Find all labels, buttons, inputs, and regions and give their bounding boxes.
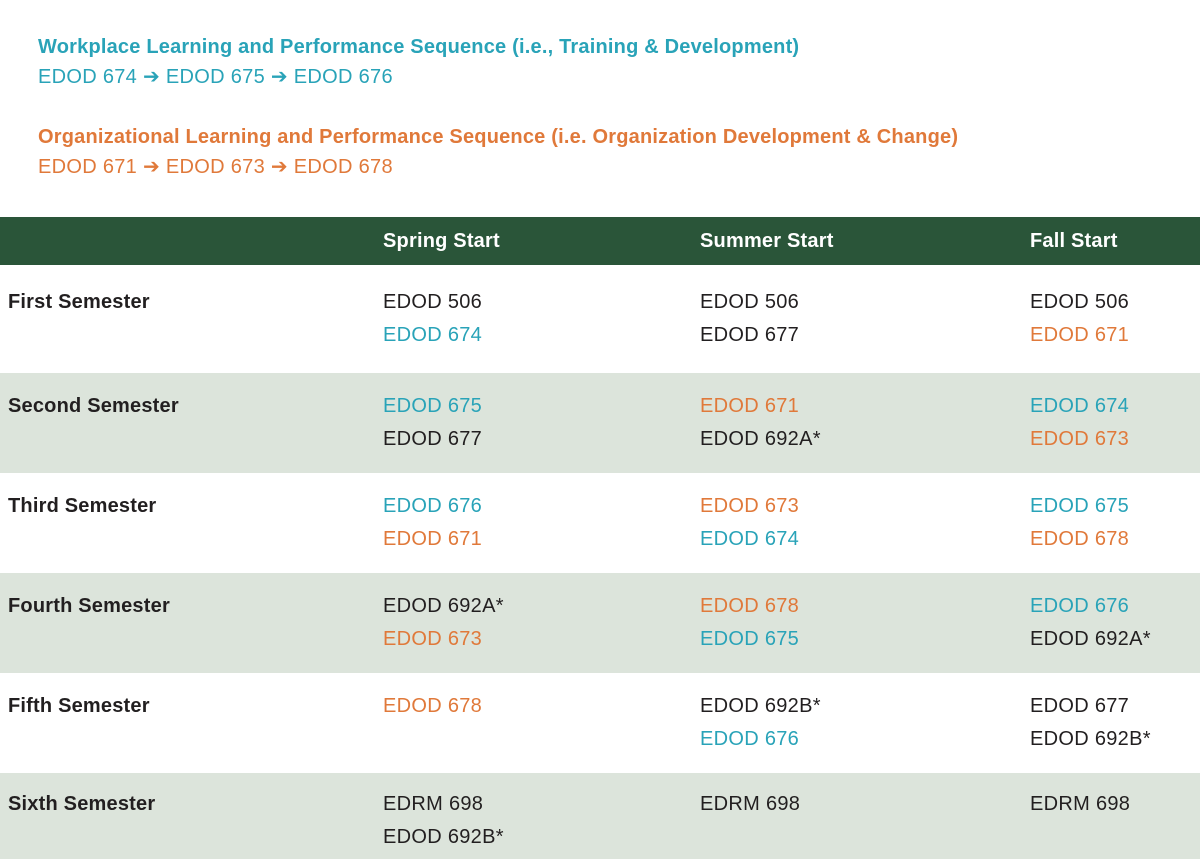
course-code: EDOD 671: [383, 528, 483, 550]
course-code: EDRM 698: [1030, 793, 1131, 815]
spring-cell: EDOD 506 EDOD 674: [383, 286, 700, 356]
column-header-fall-start: Fall Start: [1030, 229, 1118, 252]
course-code: EDOD 677: [383, 428, 483, 450]
fall-cell: EDOD 677 EDOD 692B*: [1030, 690, 1200, 756]
course-code: EDOD 673: [700, 495, 800, 517]
workplace-sequence: Workplace Learning and Performance Seque…: [38, 32, 1180, 92]
sequence-legend: Workplace Learning and Performance Seque…: [0, 0, 1200, 182]
course-code: EDOD 675: [700, 628, 800, 650]
organizational-sequence-courses: EDOD 671 ➔ EDOD 673 ➔ EDOD 678: [38, 156, 393, 178]
semester-label: Fifth Semester: [8, 695, 150, 717]
course-code: EDOD 678: [383, 695, 483, 717]
semester-label: Second Semester: [8, 395, 179, 417]
table-row-second-semester: Second Semester EDOD 675 EDOD 677 EDOD 6…: [0, 373, 1200, 473]
course-code: EDOD 673: [383, 628, 483, 650]
spring-cell: EDOD 676 EDOD 671: [383, 490, 700, 556]
course-code: EDOD 671: [700, 395, 800, 417]
fall-cell: EDRM 698: [1030, 788, 1200, 854]
table-row-fifth-semester: Fifth Semester EDOD 678 EDOD 692B* EDOD …: [0, 673, 1200, 773]
workplace-sequence-title: Workplace Learning and Performance Seque…: [38, 36, 800, 58]
summer-cell: EDOD 673 EDOD 674: [700, 490, 1030, 556]
course-code: EDOD 674: [1030, 395, 1130, 417]
workplace-sequence-courses: EDOD 674 ➔ EDOD 675 ➔ EDOD 676: [38, 66, 393, 88]
course-code: EDOD 506: [383, 291, 483, 313]
summer-cell: EDOD 692B* EDOD 676: [700, 690, 1030, 756]
course-code: EDOD 677: [700, 324, 800, 346]
organizational-sequence: Organizational Learning and Performance …: [38, 122, 1180, 182]
summer-cell: EDOD 678 EDOD 675: [700, 590, 1030, 656]
course-code: EDOD 676: [383, 495, 483, 517]
semester-label: First Semester: [8, 291, 150, 313]
spring-cell: EDOD 675 EDOD 677: [383, 390, 700, 456]
course-code: EDRM 698: [700, 793, 801, 815]
table-header-row: Spring Start Summer Start Fall Start: [0, 217, 1200, 265]
course-code: EDOD 678: [1030, 528, 1130, 550]
course-code: EDOD 692A*: [383, 595, 504, 617]
course-code: EDOD 506: [700, 291, 800, 313]
table-row-first-semester: First Semester EDOD 506 EDOD 674 EDOD 50…: [0, 265, 1200, 373]
spring-cell: EDOD 678: [383, 690, 700, 756]
fall-cell: EDOD 506 EDOD 671: [1030, 286, 1200, 356]
summer-cell: EDRM 698: [700, 788, 1030, 854]
course-code: EDOD 675: [383, 395, 483, 417]
column-header-summer-start: Summer Start: [700, 229, 834, 252]
semester-label: Third Semester: [8, 495, 157, 517]
course-code: EDRM 698: [383, 793, 484, 815]
semester-label: Sixth Semester: [8, 793, 156, 815]
course-code: EDOD 677: [1030, 695, 1130, 717]
course-code: EDOD 676: [1030, 595, 1130, 617]
course-code: EDOD 692B*: [383, 826, 504, 848]
semester-label: Fourth Semester: [8, 595, 170, 617]
table-row-fourth-semester: Fourth Semester EDOD 692A* EDOD 673 EDOD…: [0, 573, 1200, 673]
course-code: EDOD 678: [700, 595, 800, 617]
course-code: EDOD 671: [1030, 324, 1130, 346]
course-code: EDOD 676: [700, 728, 800, 750]
course-code: EDOD 692B*: [700, 695, 821, 717]
spring-cell: EDRM 698 EDOD 692B*: [383, 788, 700, 854]
spring-cell: EDOD 692A* EDOD 673: [383, 590, 700, 656]
course-code: EDOD 674: [383, 324, 483, 346]
semester-schedule-table: Spring Start Summer Start Fall Start Fir…: [0, 217, 1200, 859]
table-row-sixth-semester: Sixth Semester EDRM 698 EDOD 692B* EDRM …: [0, 773, 1200, 859]
fall-cell: EDOD 674 EDOD 673: [1030, 390, 1200, 456]
column-header-spring-start: Spring Start: [383, 229, 500, 252]
course-code: EDOD 506: [1030, 291, 1130, 313]
organizational-sequence-title: Organizational Learning and Performance …: [38, 126, 959, 148]
course-code: EDOD 674: [700, 528, 800, 550]
table-row-third-semester: Third Semester EDOD 676 EDOD 671 EDOD 67…: [0, 473, 1200, 573]
course-code: EDOD 692B*: [1030, 728, 1151, 750]
fall-cell: EDOD 675 EDOD 678: [1030, 490, 1200, 556]
summer-cell: EDOD 506 EDOD 677: [700, 286, 1030, 356]
summer-cell: EDOD 671 EDOD 692A*: [700, 390, 1030, 456]
fall-cell: EDOD 676 EDOD 692A*: [1030, 590, 1200, 656]
course-code: EDOD 692A*: [1030, 628, 1151, 650]
course-code: EDOD 675: [1030, 495, 1130, 517]
course-code: EDOD 692A*: [700, 428, 821, 450]
course-code: EDOD 673: [1030, 428, 1130, 450]
